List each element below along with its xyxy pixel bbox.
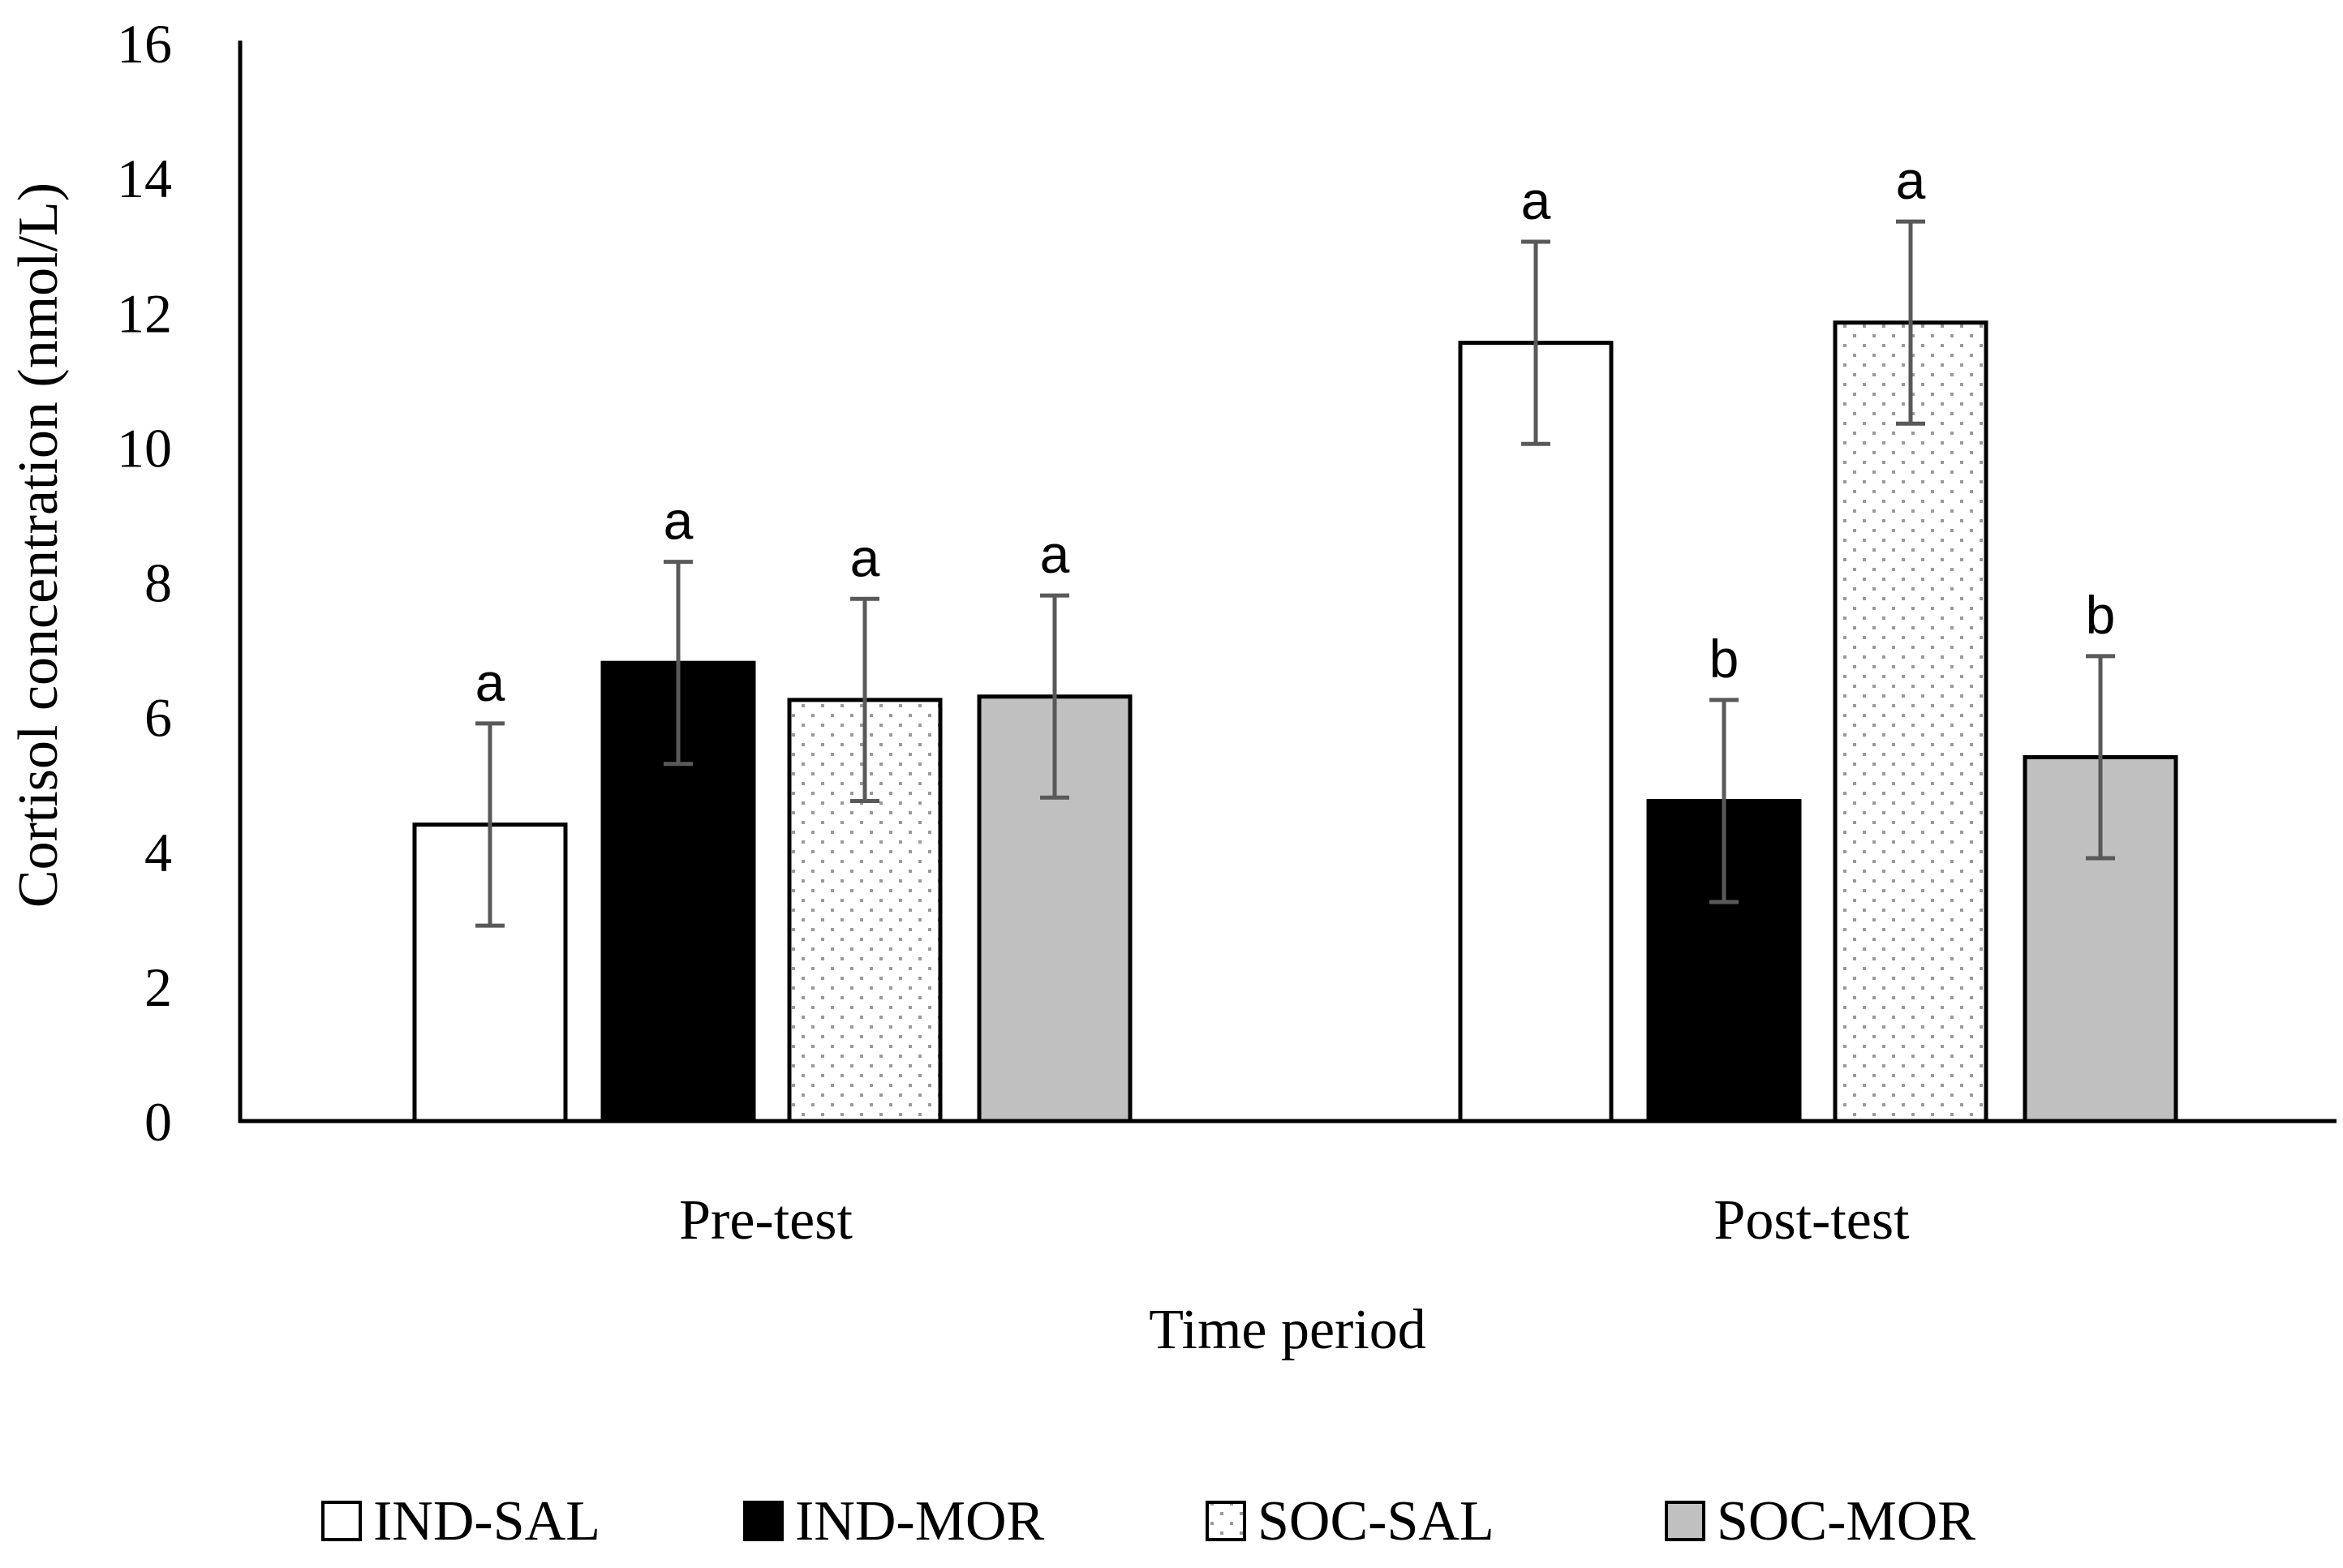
legend: IND-SAL IND-MOR SOC-SAL SOC-MOR	[321, 1490, 1975, 1553]
x-category-label-pre-test: Pre-test	[679, 1189, 853, 1252]
significance-label: a	[475, 652, 505, 712]
legend-item-ind-sal: IND-SAL	[321, 1490, 600, 1553]
legend-swatch	[1206, 1501, 1246, 1541]
legend-item-ind-mor: IND-MOR	[743, 1490, 1045, 1553]
legend-swatch	[1665, 1501, 1705, 1541]
legend-item-soc-mor: SOC-MOR	[1665, 1490, 1975, 1553]
error-bars-layer	[475, 219, 2115, 928]
y-tick-label: 10	[117, 417, 172, 479]
bar-ind-sal-post-test	[1458, 341, 1614, 1123]
y-tick-label: 4	[144, 822, 172, 883]
significance-label: a	[850, 527, 880, 587]
legend-label: IND-SAL	[373, 1490, 600, 1553]
legend-label: SOC-SAL	[1257, 1490, 1494, 1553]
significance-label: a	[1521, 170, 1551, 230]
x-axis-title: Time period	[1149, 1299, 1426, 1361]
x-category-label-post-test: Post-test	[1713, 1189, 1910, 1252]
x-category-labels-layer: Pre-test Post-test	[679, 1189, 1910, 1252]
y-tick-label: 2	[144, 956, 172, 1018]
legend-label: SOC-MOR	[1717, 1490, 1975, 1553]
legend-swatch	[743, 1501, 784, 1541]
y-tick-label: 12	[117, 282, 172, 344]
bars-layer	[412, 320, 2178, 1123]
legend-item-soc-sal: SOC-SAL	[1206, 1490, 1494, 1553]
significance-label: a	[1896, 150, 1926, 210]
significance-label: b	[2086, 585, 2116, 645]
significance-label: a	[664, 491, 694, 551]
y-tick-label: 6	[144, 687, 172, 749]
legend-label: IND-MOR	[795, 1490, 1045, 1553]
bar-ind-mor-post-test	[1646, 798, 1802, 1123]
y-tick-label: 0	[144, 1091, 172, 1153]
axes-layer	[238, 41, 2337, 1123]
significance-label: a	[1040, 524, 1070, 584]
y-axis-title: Cortisol concentration (nmol/L)	[7, 183, 70, 908]
y-tick-label: 8	[144, 552, 172, 614]
bar-soc-sal-post-test	[1833, 320, 1988, 1123]
y-tick-label: 16	[117, 13, 172, 75]
legend-swatch	[321, 1501, 362, 1541]
significance-labels-layer: a a a b a a a b	[475, 150, 2116, 712]
significance-label: b	[1709, 629, 1739, 689]
y-tick-labels-layer: 0 2 4 6 8 10 12 14 16	[117, 13, 172, 1153]
y-tick-label: 14	[117, 148, 172, 209]
